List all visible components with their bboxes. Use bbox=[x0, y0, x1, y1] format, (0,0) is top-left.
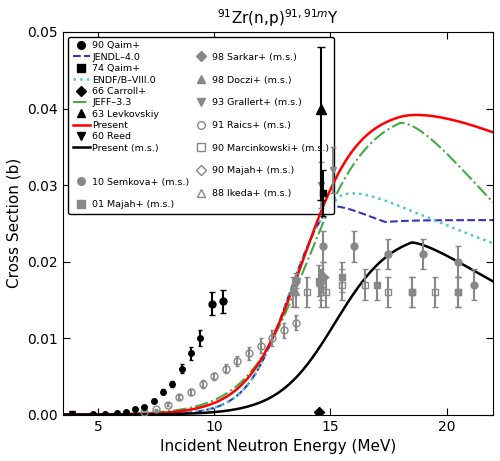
Y-axis label: Cross Section (b): Cross Section (b) bbox=[7, 158, 22, 289]
X-axis label: Incident Neutron Energy (MeV): Incident Neutron Energy (MeV) bbox=[160, 439, 396, 454]
Legend: 90 Qaim+, JENDL–4.0, 74 Qaim+, ENDF/B–VIII.0, 66 Carroll+, JEFF–3.3, 63 Levkovsk: 90 Qaim+, JENDL–4.0, 74 Qaim+, ENDF/B–VI… bbox=[68, 37, 334, 214]
Title: $^{91}$Zr(n,p)$^{91,91m}$Y: $^{91}$Zr(n,p)$^{91,91m}$Y bbox=[217, 7, 339, 29]
